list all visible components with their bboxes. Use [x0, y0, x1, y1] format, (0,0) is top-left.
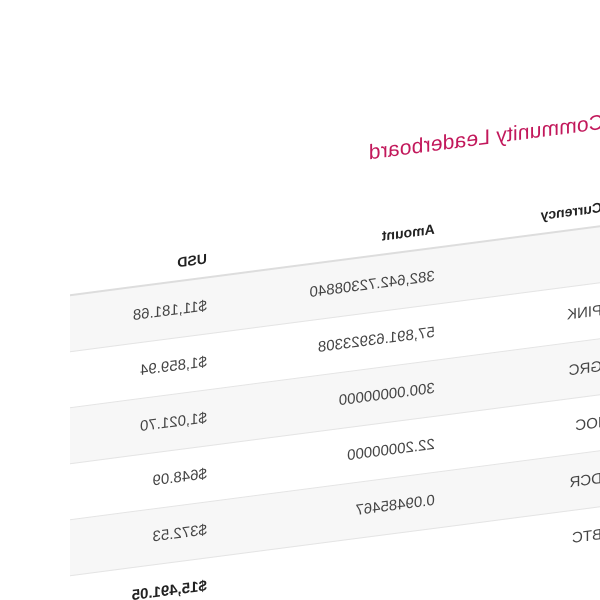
community-leaderboard: Community Leaderboard Currency Amount US… [70, 110, 600, 600]
leaderboard-table: Currency Amount USD 382,642.72308840 $11… [70, 154, 600, 600]
